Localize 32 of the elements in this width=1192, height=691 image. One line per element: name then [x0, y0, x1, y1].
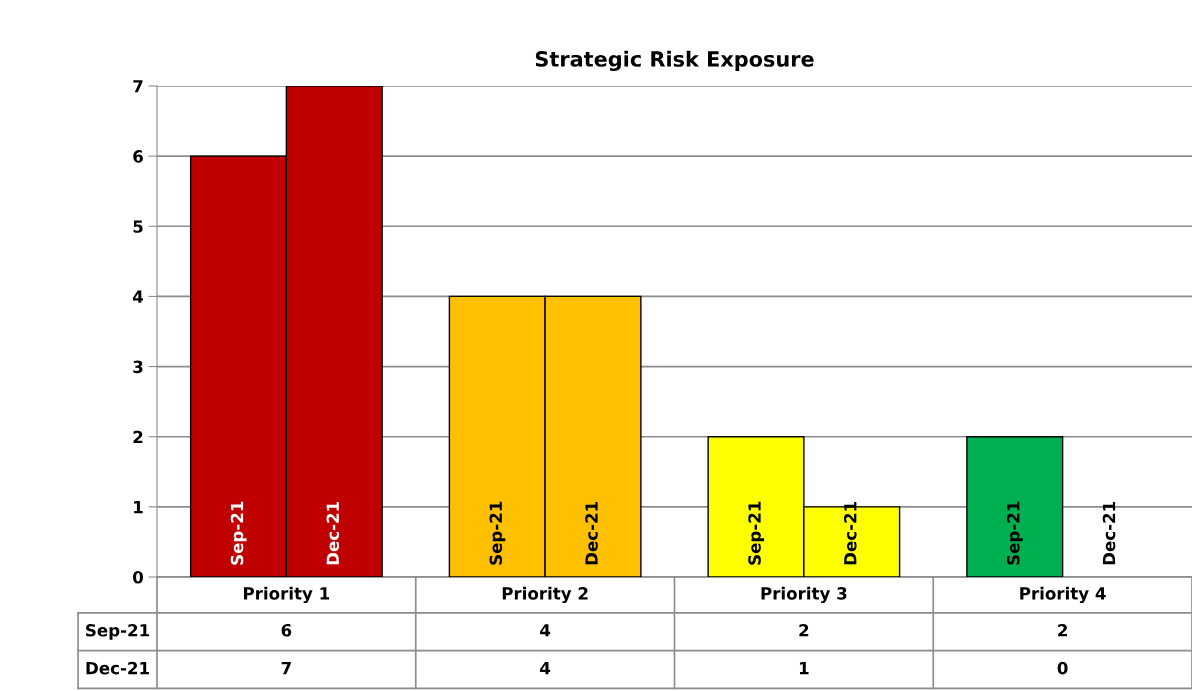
- x-tick-label: Priority 1: [244, 586, 330, 604]
- data-label: 0: [1057, 661, 1068, 675]
- y-tick-label: 1: [134, 501, 143, 514]
- text: Sep-21: [748, 501, 765, 565]
- series-label: Dec-21: [843, 501, 857, 565]
- text: Sep-21: [489, 501, 506, 565]
- data-label: 6: [281, 623, 292, 637]
- y-tick-label: 4: [132, 290, 144, 303]
- data-label: 1: [799, 662, 809, 675]
- data-label: 7: [281, 662, 291, 675]
- text: Dec-21: [86, 661, 149, 675]
- data-label: 2: [1058, 623, 1067, 637]
- y-tick-label: 0: [133, 570, 144, 584]
- x-tick-label: Priority 2: [502, 586, 588, 604]
- text: Dec-21: [1102, 501, 1116, 565]
- text: Dec-21: [326, 501, 340, 565]
- series-label: Sep-21: [230, 501, 247, 565]
- y-tick-label: 2: [133, 430, 143, 444]
- text: Sep-21: [1006, 501, 1023, 565]
- x-tick-label: Priority 3: [761, 586, 847, 604]
- chart-title: Strategic Risk Exposure: [535, 50, 814, 72]
- text: Sep-21: [86, 623, 150, 640]
- y-tick-label: 6: [133, 150, 143, 163]
- data-label: 4: [540, 662, 551, 675]
- y-tick-label: 3: [133, 360, 143, 374]
- data-label: 2: [799, 623, 809, 637]
- text: Dec-21: [585, 501, 598, 565]
- data-label: 4: [540, 624, 551, 637]
- x-tick-label: Priority 4: [1020, 586, 1106, 604]
- bar: [966, 436, 1064, 577]
- y-tick-label: 5: [133, 220, 143, 233]
- y-tick-label: 7: [133, 80, 143, 93]
